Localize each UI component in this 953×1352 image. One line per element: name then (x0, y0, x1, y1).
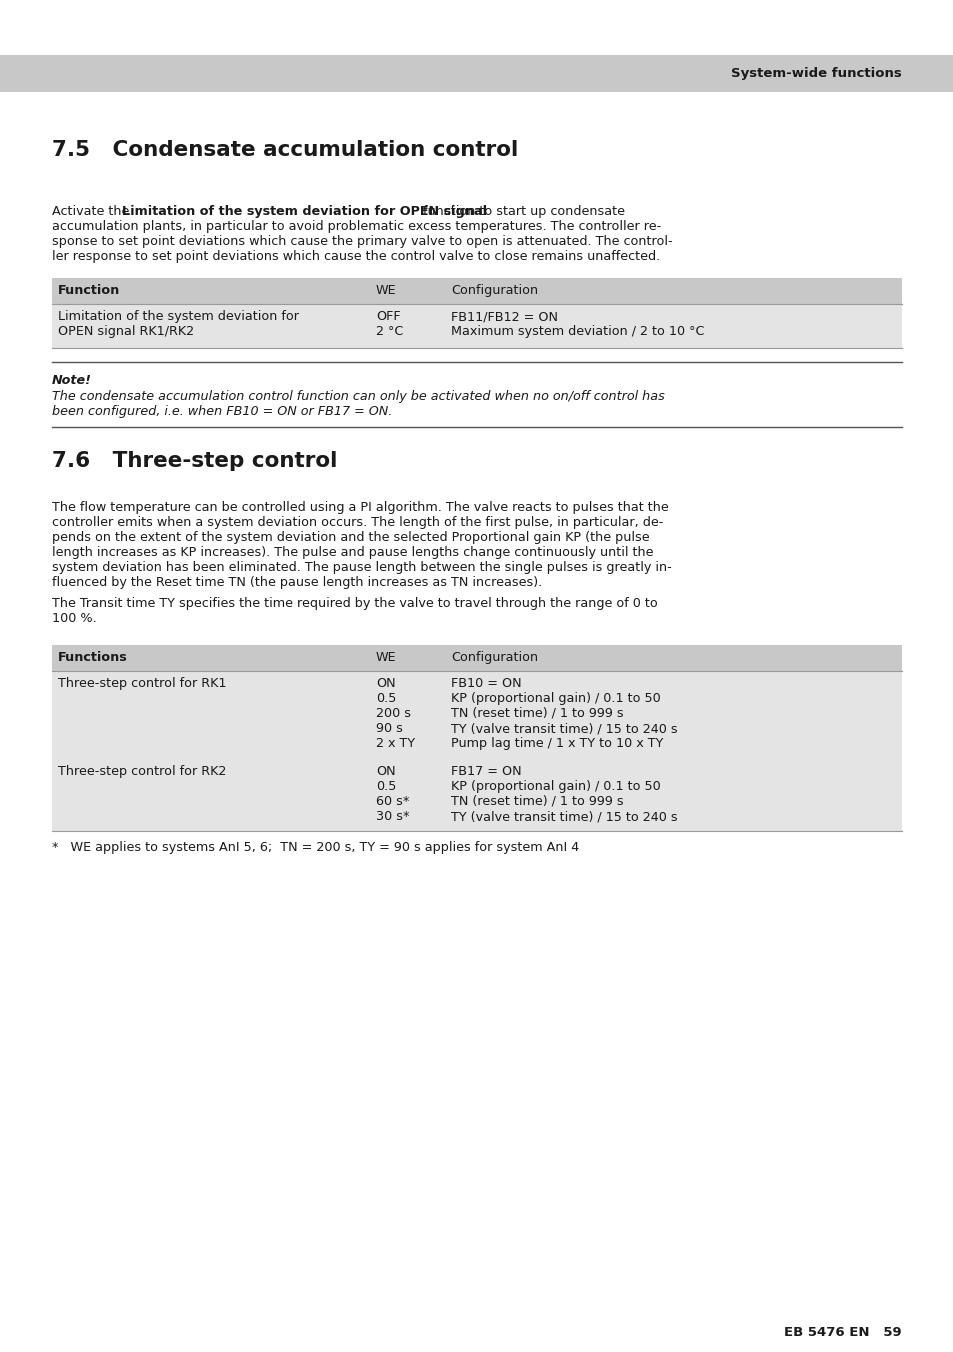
Text: 7.6   Three-step control: 7.6 Three-step control (52, 452, 337, 470)
Bar (52, 279, 901, 304)
Text: Three-step control for RK2: Three-step control for RK2 (58, 765, 226, 777)
Text: Activate the: Activate the (52, 206, 133, 218)
Text: TN (reset time) / 1 to 999 s: TN (reset time) / 1 to 999 s (451, 795, 623, 808)
Text: Configuration: Configuration (451, 652, 537, 664)
Text: Three-step control for RK1: Three-step control for RK1 (58, 677, 226, 690)
Text: ON: ON (375, 677, 395, 690)
Text: sponse to set point deviations which cause the primary valve to open is attenuat: sponse to set point deviations which cau… (52, 235, 672, 247)
Bar (52, 758, 901, 831)
Text: Note!: Note! (52, 375, 91, 387)
Text: 100 %.: 100 %. (52, 612, 96, 625)
Text: ler response to set point deviations which cause the control valve to close rema: ler response to set point deviations whi… (52, 250, 659, 264)
Text: TN (reset time) / 1 to 999 s: TN (reset time) / 1 to 999 s (451, 707, 623, 721)
Text: WE: WE (375, 652, 396, 664)
Text: FB11/FB12 = ON: FB11/FB12 = ON (451, 310, 558, 323)
Text: Pump lag time / 1 x TY to 10 x TY: Pump lag time / 1 x TY to 10 x TY (451, 737, 662, 750)
Text: FB17 = ON: FB17 = ON (451, 765, 521, 777)
Text: Functions: Functions (58, 652, 128, 664)
Text: EB 5476 EN   59: EB 5476 EN 59 (783, 1326, 901, 1338)
Bar (0, 55, 953, 92)
Text: pends on the extent of the system deviation and the selected Proportional gain K: pends on the extent of the system deviat… (52, 531, 649, 544)
Text: Limitation of the system deviation for: Limitation of the system deviation for (58, 310, 298, 323)
Text: length increases as KP increases). The pulse and pause lengths change continuous: length increases as KP increases). The p… (52, 546, 653, 558)
Text: KP (proportional gain) / 0.1 to 50: KP (proportional gain) / 0.1 to 50 (451, 780, 660, 794)
Text: fluenced by the Reset time TN (the pause length increases as TN increases).: fluenced by the Reset time TN (the pause… (52, 576, 541, 589)
Text: System-wide functions: System-wide functions (731, 68, 901, 80)
Text: accumulation plants, in particular to avoid problematic excess temperatures. The: accumulation plants, in particular to av… (52, 220, 660, 233)
Text: been configured, i.e. when FB10 = ON or FB17 = ON.: been configured, i.e. when FB10 = ON or … (52, 406, 392, 418)
Text: Configuration: Configuration (451, 284, 537, 297)
Text: TY (valve transit time) / 15 to 240 s: TY (valve transit time) / 15 to 240 s (451, 722, 677, 735)
Text: 90 s: 90 s (375, 722, 402, 735)
Text: function to start up condensate: function to start up condensate (418, 206, 624, 218)
Text: OFF: OFF (375, 310, 400, 323)
Text: Maximum system deviation / 2 to 10 °C: Maximum system deviation / 2 to 10 °C (451, 324, 703, 338)
Text: 200 s: 200 s (375, 707, 411, 721)
Text: Function: Function (58, 284, 120, 297)
Text: *   WE applies to systems AnI 5, 6;  TN = 200 s, TY = 90 s applies for system An: * WE applies to systems AnI 5, 6; TN = 2… (52, 841, 578, 854)
Text: 30 s*: 30 s* (375, 810, 409, 823)
Text: 2 x TY: 2 x TY (375, 737, 415, 750)
Text: 7.5   Condensate accumulation control: 7.5 Condensate accumulation control (52, 141, 517, 160)
Text: 0.5: 0.5 (375, 692, 395, 704)
Text: 60 s*: 60 s* (375, 795, 409, 808)
Text: KP (proportional gain) / 0.1 to 50: KP (proportional gain) / 0.1 to 50 (451, 692, 660, 704)
Text: Limitation of the system deviation for OPEN signal: Limitation of the system deviation for O… (121, 206, 486, 218)
Text: WE: WE (375, 284, 396, 297)
Text: The flow temperature can be controlled using a PI algorithm. The valve reacts to: The flow temperature can be controlled u… (52, 502, 668, 514)
Text: FB10 = ON: FB10 = ON (451, 677, 521, 690)
Text: OPEN signal RK1/RK2: OPEN signal RK1/RK2 (58, 324, 193, 338)
Text: TY (valve transit time) / 15 to 240 s: TY (valve transit time) / 15 to 240 s (451, 810, 677, 823)
Text: The condensate accumulation control function can only be activated when no on/of: The condensate accumulation control func… (52, 389, 664, 403)
Bar (52, 645, 901, 671)
Text: 2 °C: 2 °C (375, 324, 403, 338)
Text: The Transit time TY specifies the time required by the valve to travel through t: The Transit time TY specifies the time r… (52, 598, 657, 610)
Text: ON: ON (375, 765, 395, 777)
Text: controller emits when a system deviation occurs. The length of the first pulse, : controller emits when a system deviation… (52, 516, 662, 529)
Bar (52, 304, 901, 347)
Text: system deviation has been eliminated. The pause length between the single pulses: system deviation has been eliminated. Th… (52, 561, 671, 575)
Bar (52, 671, 901, 758)
Text: 0.5: 0.5 (375, 780, 395, 794)
